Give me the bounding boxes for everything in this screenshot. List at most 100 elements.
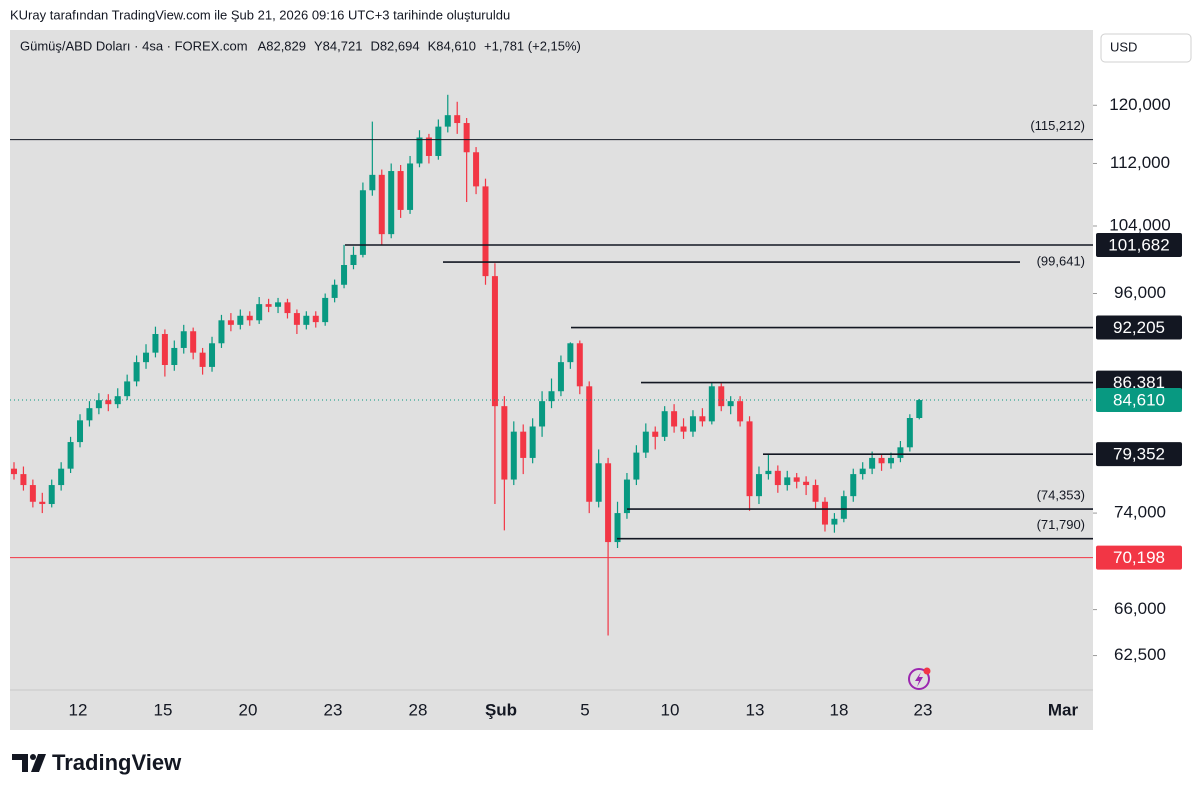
candle-body [812,485,819,502]
alert-icon[interactable] [908,667,931,690]
price-label: 101,682 [1108,235,1169,254]
candle-body [20,474,27,486]
candle-body [463,123,470,153]
y-tick-label: 74,000 [1114,503,1166,522]
x-tick-label: 15 [154,700,173,719]
ohlc-value: A82,829 [258,38,306,53]
candle-body [548,391,555,402]
brand: TradingView [52,750,182,775]
x-tick-label: 18 [830,700,849,719]
candle-body [312,315,319,323]
ohlc-value: K84,610 [428,38,476,53]
candle-body [143,352,150,363]
candle-body [586,386,593,502]
candle-body [774,470,781,486]
candle-body [218,320,225,344]
x-tick-label: 23 [914,700,933,719]
line-label: (71,790) [1037,517,1085,532]
candle-body [171,347,178,365]
candle-body [86,408,93,421]
y-tick-label: 66,000 [1114,599,1166,618]
price-label: 84,610 [1113,391,1165,410]
x-tick-label: Şub [485,700,517,719]
symbol: Gümüş/ABD Doları · 4sa · FOREX.com [20,38,248,53]
candle-body [407,163,414,210]
ohlc-value: Y84,721 [314,38,362,53]
candle-body [209,343,216,367]
candle-body [425,137,432,156]
candle-body [67,442,74,469]
candle-body [784,477,791,486]
candle-body [416,137,423,164]
candle-body [350,254,357,266]
x-tick-label: Mar [1048,700,1079,719]
candle-body [246,315,253,321]
brand-logo [12,754,46,772]
candle-body [378,174,385,235]
price-label: 86,381 [1113,373,1165,392]
line-label: (99,641) [1037,254,1085,269]
y-tick-label: 62,500 [1114,645,1166,664]
candle-body [869,457,876,469]
ohlc-legend: A82,829 Y84,721 D82,694 K84,610 +1,781 (+2,1… [258,38,581,53]
candle-body [850,474,857,497]
y-tick-label: 112,000 [1110,153,1170,172]
x-tick-label: 28 [409,700,428,719]
candle-body [520,431,527,458]
candle-body [803,481,810,486]
price-label-box [1096,545,1182,570]
currency-button[interactable] [1100,33,1192,63]
candle-body [39,501,46,505]
price-label: 79,352 [1113,445,1165,464]
candle-body [388,171,395,235]
candle-body [737,401,744,422]
candle-body [331,284,338,298]
candle-body [341,265,348,285]
candle-body [623,479,630,514]
candle-body [114,396,121,405]
currency[interactable]: USD [1110,39,1137,54]
candle-body [567,343,574,363]
candle-body [840,496,847,519]
candle-body [539,401,546,427]
price-label-box [1096,388,1182,413]
candle-body [671,411,678,427]
candle-body [765,470,772,475]
ohlc-value: D82,694 [370,38,419,53]
candle-body [124,381,131,397]
candle-body [501,406,508,480]
candle-body [322,297,329,323]
candle-body [605,463,612,543]
candle-body [180,331,187,348]
candle-body [652,431,659,437]
candle-body [821,501,828,525]
attribution: KUray tarafından TradingView.com ile Şub… [10,7,510,22]
candle-body [859,468,866,475]
candle-body [95,400,102,409]
candle-body [887,457,894,464]
candle-body [199,352,206,367]
candle-body [689,416,696,432]
candle-body [284,302,291,314]
candle-body [746,421,753,497]
candle-body [29,485,36,502]
candle-body [133,362,140,382]
price-label-box [1096,315,1182,340]
x-tick-label: 23 [324,700,343,719]
candle-body [557,362,564,392]
price-label: 92,205 [1113,318,1165,337]
candle-body [275,302,282,307]
candle-body [916,400,923,419]
candle-body [473,152,480,187]
candle-body [48,485,55,505]
candle-body [265,304,272,307]
candle-body [256,304,263,321]
candle-body [454,115,461,124]
candle-body [152,334,159,353]
candle-body [906,418,913,448]
candle-body [482,186,489,277]
y-tick-label: 120,000 [1109,95,1170,114]
x-tick-label: 20 [239,700,258,719]
candle-body [397,171,404,210]
